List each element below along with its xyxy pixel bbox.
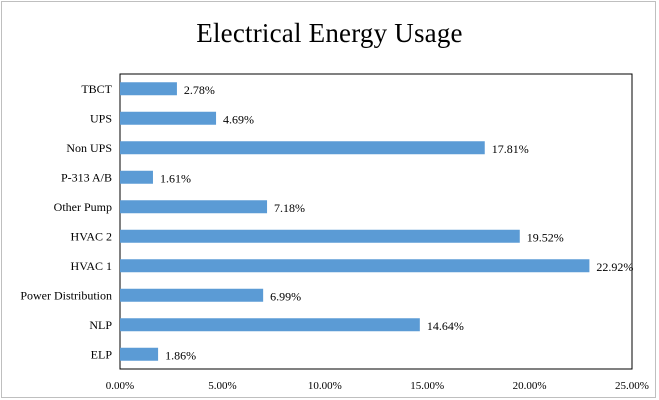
category-label: P-313 A/B: [61, 170, 112, 184]
data-label: 17.81%: [492, 142, 529, 156]
data-label: 1.86%: [165, 348, 196, 362]
data-label: 2.78%: [184, 83, 215, 97]
chart-title: Electrical Energy Usage: [196, 18, 463, 48]
bar: [120, 141, 485, 155]
bar: [120, 111, 217, 125]
bar: [120, 170, 153, 184]
category-label: Other Pump: [54, 200, 112, 214]
bar: [120, 82, 177, 96]
bar: [120, 288, 264, 302]
category-label: TBCT: [81, 82, 112, 96]
category-label: Non UPS: [66, 141, 112, 155]
bar: [120, 229, 520, 243]
data-label: 1.61%: [160, 171, 191, 185]
bar: [120, 318, 420, 332]
data-label: 4.69%: [223, 112, 254, 126]
category-label: Power Distribution: [20, 288, 112, 302]
plot-area-border: [119, 73, 633, 370]
category-label: HVAC 2: [71, 229, 112, 243]
category-label: ELP: [91, 347, 113, 361]
data-label: 19.52%: [527, 230, 564, 244]
category-label: UPS: [90, 111, 112, 125]
x-tick-label: 25.00%: [615, 380, 649, 392]
x-tick-label: 10.00%: [308, 380, 342, 392]
data-label: 6.99%: [270, 289, 301, 303]
data-label: 22.92%: [596, 260, 633, 274]
category-label: HVAC 1: [71, 259, 112, 273]
data-label: 14.64%: [427, 319, 464, 333]
x-tick-label: 5.00%: [208, 380, 236, 392]
bar: [120, 259, 590, 273]
bar: [120, 347, 159, 361]
data-label: 7.18%: [274, 201, 305, 215]
category-label: NLP: [89, 318, 112, 332]
x-tick-label: 15.00%: [410, 380, 444, 392]
x-tick-label: 20.00%: [513, 380, 547, 392]
x-tick-label: 0.00%: [106, 380, 134, 392]
bar: [120, 200, 268, 214]
